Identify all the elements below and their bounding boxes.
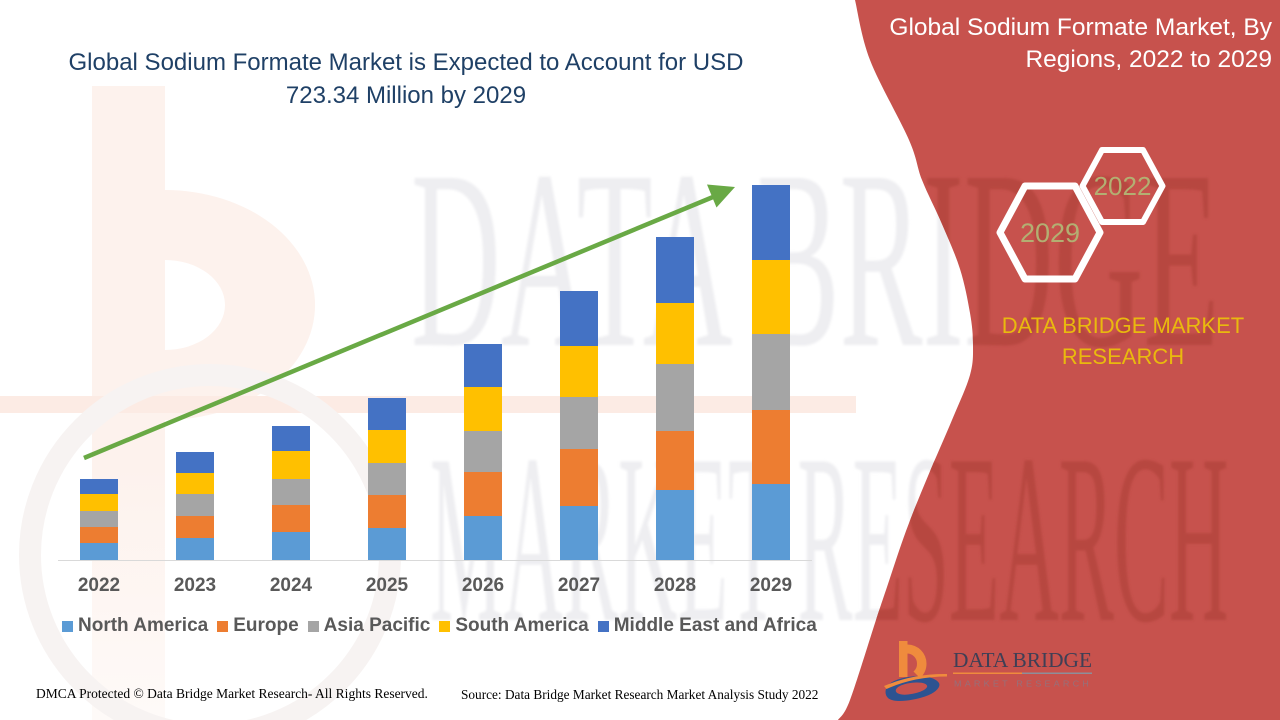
svg-text:MARKET RESEARCH: MARKET RESEARCH (954, 679, 1092, 689)
svg-text:2029: 2029 (1020, 218, 1080, 248)
svg-text:DATA BRIDGE: DATA BRIDGE (953, 648, 1092, 672)
svg-text:2022: 2022 (1094, 171, 1152, 201)
